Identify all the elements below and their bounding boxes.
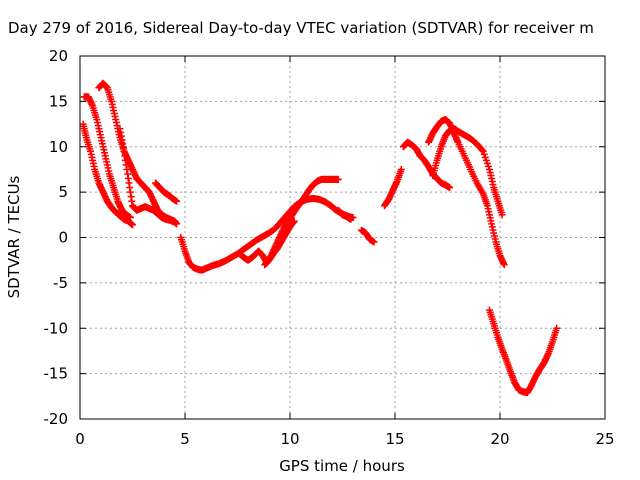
data-point: [446, 184, 454, 192]
y-tick-label: 0: [58, 229, 68, 247]
y-tick-label: -5: [53, 274, 68, 292]
x-tick-label: 20: [490, 430, 509, 448]
y-tick-label: -10: [44, 319, 69, 337]
data-points: [79, 79, 561, 397]
axis-ticks: [79, 55, 606, 420]
chart-title: Day 279 of 2016, Sidereal Day-to-day VTE…: [8, 19, 594, 37]
y-tick-label: 15: [49, 92, 68, 110]
data-point: [397, 165, 405, 173]
chart-grid: [80, 56, 605, 419]
y-tick-label: -20: [44, 410, 69, 428]
x-tick-label: 25: [595, 430, 614, 448]
y-tick-label: 10: [49, 138, 68, 156]
y-tick-labels: -20 -15 -10 -5 0 5 10 15 20: [44, 47, 69, 428]
x-tick-label: 15: [385, 430, 404, 448]
data-point: [553, 324, 561, 332]
data-point: [129, 221, 136, 229]
x-axis-label: GPS time / hours: [279, 457, 405, 475]
data-point: [334, 175, 342, 183]
y-tick-label: 5: [58, 183, 68, 201]
y-tick-label: 20: [49, 47, 68, 65]
data-point: [478, 146, 486, 154]
x-tick-label: 0: [75, 430, 85, 448]
data-point: [500, 261, 508, 269]
x-tick-label: 5: [180, 430, 190, 448]
data-point: [173, 197, 181, 205]
data-point: [370, 238, 378, 246]
data-point: [498, 211, 506, 219]
data-point: [171, 218, 178, 226]
x-tick-label: 10: [280, 430, 299, 448]
y-tick-label: -15: [44, 365, 69, 383]
x-tick-labels: 0 5 10 15 20 25: [75, 430, 614, 448]
y-axis-label: SDTVAR / TECUs: [5, 175, 23, 298]
data-point: [347, 215, 355, 223]
data-point: [290, 217, 298, 225]
